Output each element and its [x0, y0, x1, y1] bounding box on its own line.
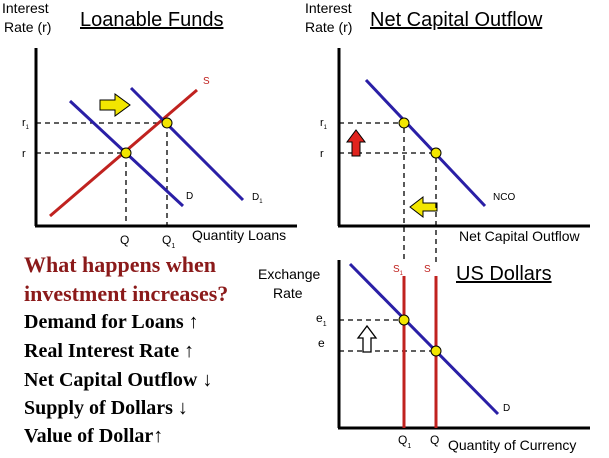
lf-demand-new-label: D1 [252, 192, 263, 205]
usd-y-axis-label-line1: Exchange [258, 266, 320, 282]
lf-supply-label: S [203, 76, 210, 87]
nco-equilibrium-point [430, 147, 442, 159]
usd-tick-e: e [318, 336, 325, 350]
question-line-1: What happens when [24, 252, 216, 277]
lf-title: Loanable Funds [80, 9, 223, 31]
answer-net-capital-outflow: Net Capital Outflow ↓ [24, 369, 213, 391]
usd-tick-q: Q [430, 433, 439, 447]
nco-x-axis-label: Net Capital Outflow [459, 228, 580, 244]
question-text: What happens when investment increases? [24, 250, 228, 308]
nco-graph: Interest Rate (r) Net Capital Outflow NC… [305, 0, 590, 244]
usd-supply-new-label: S1 [393, 264, 404, 277]
nco-title: Net Capital Outflow [370, 9, 543, 31]
usd-tick-e1: e1 [316, 311, 327, 328]
nco-y-axis-label-line2: Rate (r) [305, 19, 352, 35]
usd-equilibrium-point [430, 345, 442, 357]
answer-value-of-dollar: Value of Dollar↑ [24, 425, 164, 447]
usd-demand-label: D [503, 403, 510, 414]
usd-tick-q1: Q1 [398, 433, 411, 450]
lf-equilibrium-point [120, 147, 132, 159]
question-line-2: investment increases? [24, 281, 229, 306]
usd-supply-label: S [424, 264, 431, 275]
lf-demand-label: D [186, 191, 193, 202]
lf-demand-new-curve [129, 86, 245, 202]
nco-curve-label: NCO [493, 192, 515, 203]
loanable-funds-graph: Interest Rate (r) Loanable Funds S D D1 … [2, 0, 297, 250]
usd-x-axis-label: Quantity of Currency [448, 437, 576, 453]
lf-new-equilibrium-point [161, 117, 173, 129]
nco-curve [364, 78, 487, 208]
lf-tick-q1: Q1 [162, 233, 175, 250]
usd-rate-up-arrow [356, 324, 378, 353]
nco-rate-up-arrow [346, 129, 366, 157]
answer-demand-for-loans: Demand for Loans ↑ [24, 311, 199, 333]
nco-new-equilibrium-point [398, 117, 410, 129]
lf-y-axis-label-line1: Interest [2, 0, 49, 16]
lf-tick-r: r [22, 148, 26, 160]
nco-shift-left-arrow [409, 195, 438, 219]
lf-shift-right-arrow [99, 93, 131, 117]
lf-y-axis-label-line2: Rate (r) [4, 19, 51, 35]
us-dollars-graph: US Dollars Exchange Rate S1 S D e1 e Q1 … [258, 260, 590, 453]
lf-tick-q: Q [120, 233, 129, 247]
usd-y-axis-label-line2: Rate [273, 285, 303, 301]
lf-tick-r1: r1 [22, 117, 30, 131]
nco-tick-r1: r1 [320, 117, 328, 131]
answer-real-interest-rate: Real Interest Rate ↑ [24, 340, 195, 362]
nco-y-axis-label-line1: Interest [305, 0, 352, 16]
answer-supply-of-dollars: Supply of Dollars ↓ [24, 397, 188, 419]
usd-new-equilibrium-point [398, 314, 410, 326]
nco-tick-r: r [320, 148, 324, 160]
lf-x-axis-label: Quantity Loans [192, 227, 286, 243]
usd-demand-curve [348, 262, 500, 416]
usd-title: US Dollars [456, 263, 552, 285]
